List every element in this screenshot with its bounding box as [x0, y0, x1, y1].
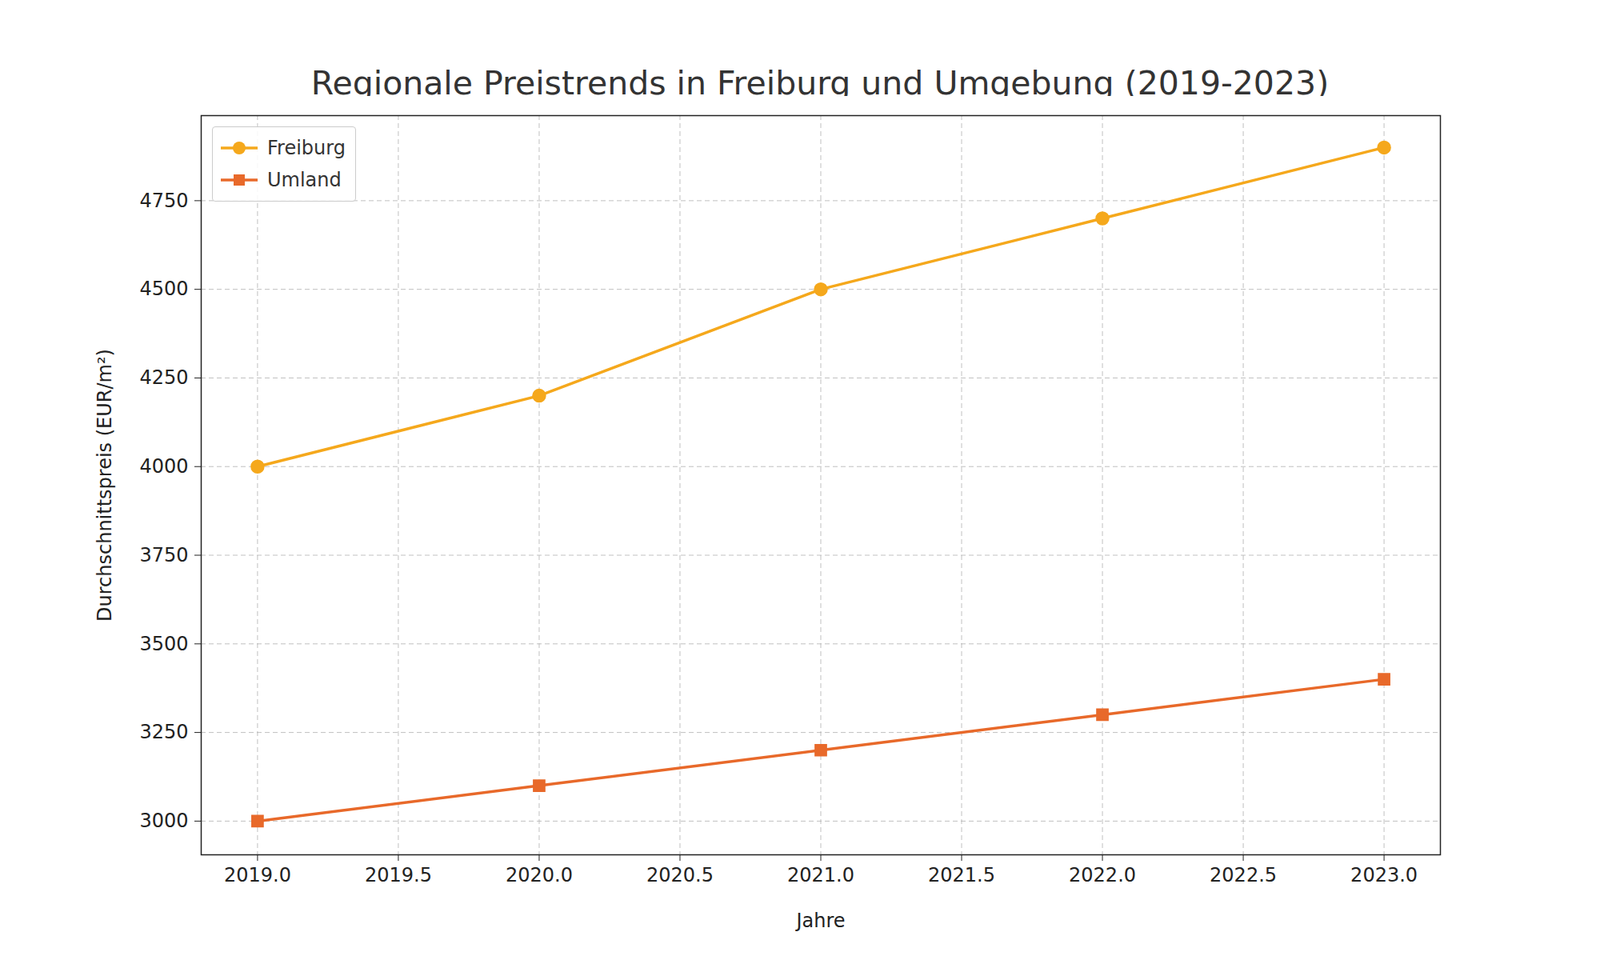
- svg-text:2020.5: 2020.5: [646, 864, 714, 887]
- svg-text:2023.0: 2023.0: [1350, 864, 1418, 887]
- svg-text:3750: 3750: [139, 544, 188, 567]
- svg-text:2019.5: 2019.5: [364, 864, 432, 887]
- html-text:Umland: Umland: [267, 168, 342, 192]
- svg-text:2019.0: 2019.0: [224, 864, 292, 887]
- svg-text:3500: 3500: [139, 632, 188, 655]
- svg-text:2022.0: 2022.0: [1068, 864, 1136, 887]
- svg-text:2021.5: 2021.5: [928, 864, 996, 887]
- svg-text:4000: 4000: [139, 455, 188, 478]
- svg-text:2022.5: 2022.5: [1209, 864, 1277, 887]
- svg-text:3250: 3250: [139, 720, 188, 744]
- svg-text:Durchschnittspreis (EUR/m²): Durchschnittspreis (EUR/m²): [93, 348, 116, 622]
- svg-text:2020.0: 2020.0: [505, 864, 573, 887]
- html-text:Freiburg: Freiburg: [267, 136, 346, 160]
- svg-text:Jahre: Jahre: [794, 909, 845, 932]
- svg-text:2021.0: 2021.0: [787, 864, 855, 887]
- html-text:Regionale Preistrends in Freib: Regionale Preistrends in Freiburg und Um…: [311, 64, 1329, 103]
- svg-text:4500: 4500: [139, 277, 188, 300]
- svg-text:4250: 4250: [139, 366, 188, 389]
- svg-text:4750: 4750: [139, 189, 188, 212]
- svg-text:3000: 3000: [139, 809, 188, 832]
